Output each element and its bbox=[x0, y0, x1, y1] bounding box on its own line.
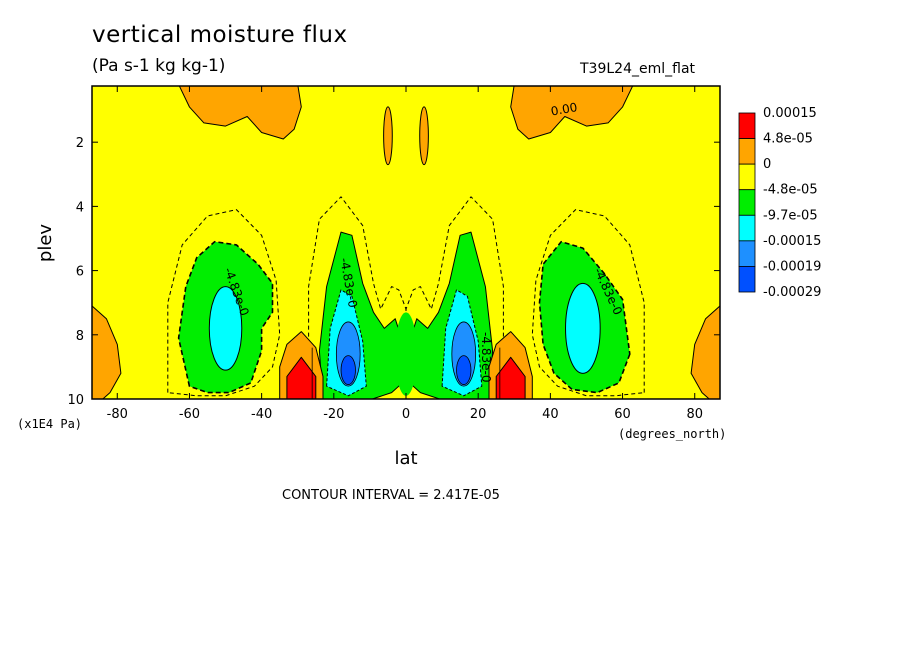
upper-orange-left bbox=[178, 86, 302, 140]
x-axis-label: lat bbox=[394, 448, 417, 469]
colorbar-label: 0.00015 bbox=[763, 106, 817, 121]
colorbar-label: -9.7e-05 bbox=[763, 208, 818, 223]
x-tick-label: -60 bbox=[179, 407, 200, 422]
dashed-contour-outer-right bbox=[531, 209, 645, 397]
upper-orange-right bbox=[510, 86, 634, 140]
contour-field: 0.00-4.83e-0 -4.83e-0-4.83e-0-4.83e-0 bbox=[92, 86, 720, 399]
contour-label-column-right: -4.83e-0 bbox=[479, 332, 493, 382]
colorbar-swatch bbox=[738, 112, 756, 139]
cyan-core-left bbox=[208, 286, 243, 371]
x-tick-label: 0 bbox=[402, 407, 410, 422]
x-tick-label: 60 bbox=[614, 407, 631, 422]
colorbar-swatch bbox=[738, 138, 756, 165]
upper-orange-spike-left bbox=[383, 106, 393, 166]
upper-orange-spike-right bbox=[419, 106, 429, 166]
contour-label-zero: 0.00 bbox=[550, 100, 579, 118]
x-tick-label: -40 bbox=[251, 407, 272, 422]
colorbar-label: -0.00029 bbox=[763, 285, 821, 300]
dashed-contour-outer-left bbox=[167, 209, 281, 397]
red-core-left bbox=[286, 356, 317, 399]
colorbar-swatch bbox=[738, 189, 756, 216]
colorbar-label: -4.8e-05 bbox=[763, 183, 818, 198]
colorbar-label: -0.00015 bbox=[763, 234, 821, 249]
colorbar-label: 4.8e-05 bbox=[763, 132, 813, 147]
colorbar-swatch bbox=[738, 214, 756, 242]
y-tick-label: 8 bbox=[76, 329, 84, 344]
x-tick-label: 20 bbox=[470, 407, 487, 422]
blue-core-right bbox=[456, 355, 472, 385]
inner-column-center bbox=[395, 312, 417, 396]
x-tick-label: -80 bbox=[107, 407, 128, 422]
colorbar-label: -0.00019 bbox=[763, 259, 821, 274]
red-core-right bbox=[495, 356, 526, 399]
cyan-core-right bbox=[565, 282, 601, 374]
y-tick-label: 4 bbox=[76, 200, 84, 215]
x-unit-label: (degrees_north) bbox=[618, 427, 726, 441]
chart-units: (Pa s-1 kg kg-1) bbox=[92, 56, 226, 76]
colorbar-swatch bbox=[738, 266, 756, 293]
colorbar-swatch bbox=[738, 240, 756, 267]
y-tick-label: 10 bbox=[67, 393, 84, 408]
low-orange-left bbox=[92, 305, 122, 399]
colorbar: 0.00015 4.8e-05 0 -4.8e-05 -9.7e-05 -0.00015 -… bbox=[738, 106, 821, 300]
y-axis-label: plev bbox=[35, 224, 56, 263]
y-tick-label: 6 bbox=[76, 265, 84, 280]
blue-core-left bbox=[340, 355, 356, 385]
colorbar-label: 0 bbox=[763, 157, 771, 172]
y-tick-label: 2 bbox=[76, 136, 84, 151]
colorbar-swatch bbox=[738, 163, 756, 191]
x-tick-label: 40 bbox=[542, 407, 559, 422]
x-tick-label: 80 bbox=[686, 407, 703, 422]
x-tick-label: -20 bbox=[323, 407, 344, 422]
chart-title: vertical moisture flux bbox=[92, 22, 348, 48]
y-unit-label: (x1E4 Pa) bbox=[17, 417, 82, 431]
low-orange-right bbox=[690, 305, 720, 399]
contour-interval: CONTOUR INTERVAL = 2.417E-05 bbox=[282, 488, 500, 503]
run-name: T39L24_eml_flat bbox=[580, 61, 696, 77]
axis-ticks: -80 -60 -40 -20 0 20 40 60 80 2 4 6 8 10 bbox=[67, 86, 720, 422]
